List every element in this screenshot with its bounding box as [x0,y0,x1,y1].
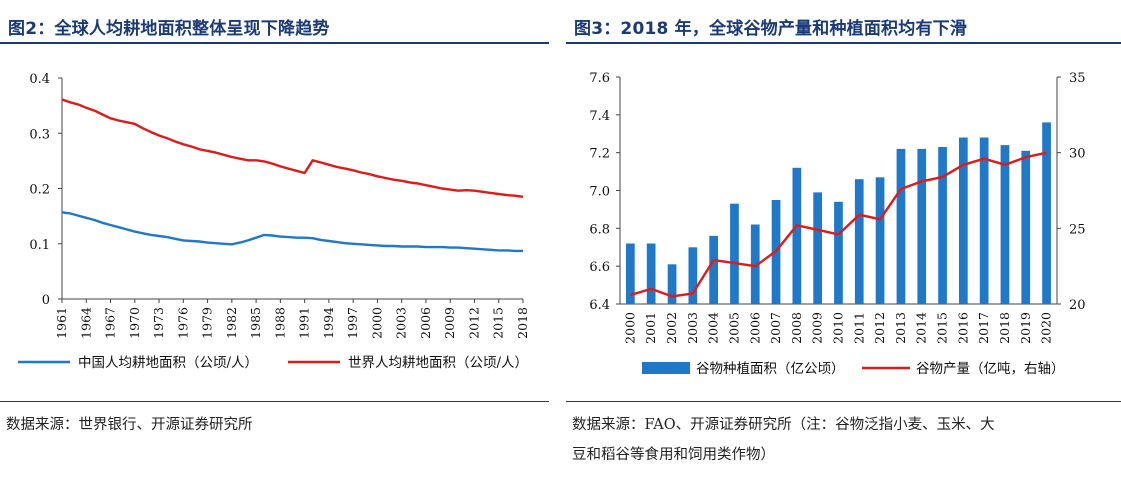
bar-planting-area [896,148,906,304]
y-tick-label: 0.2 [29,183,50,198]
bar-planting-area [979,137,989,304]
bar-planting-area [646,243,656,304]
x-tick-label: 2016 [955,312,970,344]
right-bottom-rule [566,401,1121,402]
right-y-tick-label: 35 [1069,71,1086,86]
x-tick-label: 2001 [643,312,658,344]
left-chart-panel: 图2：全球人均耕地面积整体呈现下降趋势 0 0.1 0.2 0.3 0.4 1961 196… [0,0,549,487]
bar-planting-area [667,264,677,304]
x-tick-label: 2009 [810,312,825,344]
x-tick-label: 2012 [466,307,481,339]
x-tick-label: 1973 [151,307,166,339]
x-tick-label: 2000 [369,307,384,339]
x-tick-label: 2006 [418,307,433,339]
bar-planting-area [709,235,718,304]
x-tick-label: 1997 [345,307,360,339]
right-source-line-1: 数据来源：FAO、开源证券研究所（注：谷物泛指小麦、玉米、大 [572,417,995,433]
x-tick-label: 2018 [515,307,530,339]
x-tick-label: 2004 [706,312,721,344]
x-tick-label: 1982 [224,307,239,339]
right-y-tick-label: 30 [1069,147,1086,162]
x-tick-label: 2003 [394,307,409,339]
bar-planting-area [813,192,822,304]
left-y-tick-label: 6.8 [589,222,610,237]
y-tick-label: 0 [42,293,50,308]
x-tick-label: 1961 [54,307,69,339]
right-title-rule [566,42,1121,44]
left-y-tick-label: 7.4 [589,109,610,124]
x-tick-label: 2014 [914,312,929,344]
y-tick-label: 0.1 [29,238,50,253]
right-y-tick-label: 25 [1069,222,1086,237]
x-tick-label: 2009 [442,307,457,339]
x-tick-label: 1976 [175,307,190,339]
x-tick-label: 2003 [685,312,700,344]
y-tick-label: 0.4 [29,72,50,87]
right-chart-panel: 图3：2018 年，全球谷物产量和种植面积均有下滑 6.4 6.6 6.8 7.0 7.… [566,0,1121,487]
right-combo-chart: 6.4 6.6 6.8 7.0 7.2 7.4 7.6 20 25 30 35 2000 2001 200… [589,71,1086,377]
bar-planting-area [875,177,885,304]
x-tick-label: 2000 [622,312,637,344]
bar-planting-area [938,147,947,304]
legend-swatch-bar [642,362,690,374]
bar-planting-area [834,201,843,304]
x-tick-label: 1967 [103,307,118,339]
bar-planting-area [854,179,864,304]
x-tick-label: 1994 [321,307,336,339]
legend-label-line: 谷物产量（亿吨，右轴） [916,361,1065,377]
x-tick-label: 2017 [976,312,991,344]
series-line-china [61,211,523,253]
bar-planting-area [1000,145,1010,304]
x-tick-label: 2010 [831,312,846,344]
x-tick-label: 2012 [872,312,887,344]
series-line-grain-output [630,151,1047,298]
bar-planting-area [917,148,927,304]
left-line-chart: 0 0.1 0.2 0.3 0.4 1961 1964 1967 1970 1973 1976 197… [18,72,530,371]
x-tick-label: 2002 [664,312,679,344]
x-tick-label: 2007 [768,312,783,344]
x-tick-label: 2006 [747,312,762,344]
series-line-world [61,98,524,198]
x-tick-label: 1985 [248,307,263,339]
x-tick-label: 2005 [726,312,741,344]
left-title-rule [0,42,549,44]
bar-planting-area [688,247,698,305]
left-y-tick-label: 6.4 [589,298,610,313]
x-tick-label: 2018 [997,312,1012,344]
x-tick-label: 2013 [893,312,908,344]
x-tick-label: 2019 [1018,312,1033,344]
left-source-note: 数据来源：世界银行、开源证券研究所 [6,417,253,433]
x-tick-label: 2015 [935,312,950,344]
bar-planting-area [626,243,635,304]
left-y-tick-label: 7.6 [589,71,610,86]
left-y-tick-label: 7.0 [589,185,610,200]
x-tick-label: 2015 [491,307,506,339]
bar-planting-area [1042,122,1051,305]
left-y-tick-label: 6.6 [589,260,610,275]
legend-label: 世界人均耕地面积（公顷/人） [348,354,528,371]
y-tick-label: 0.3 [29,127,50,142]
left-bottom-rule [0,401,549,402]
x-tick-label: 1979 [200,307,215,339]
bar-planting-area [730,203,739,304]
right-source-note: 数据来源：FAO、开源证券研究所（注：谷物泛指小麦、玉米、大 豆和稻谷等食用和饲… [572,410,995,470]
right-chart-title: 图3：2018 年，全球谷物产量和种植面积均有下滑 [574,19,968,39]
x-tick-label: 2011 [851,312,866,344]
x-tick-label: 1970 [127,307,142,339]
x-tick-label: 2008 [789,312,804,344]
x-tick-label: 1964 [78,307,93,339]
left-y-tick-label: 7.2 [589,147,610,162]
x-tick-label: 2020 [1039,312,1054,344]
right-source-line-2: 豆和稻谷等食用和饲用类作物） [572,447,775,463]
bar-planting-area [959,137,968,304]
left-chart-title: 图2：全球人均耕地面积整体呈现下降趋势 [8,19,330,39]
x-tick-label: 1991 [297,307,312,339]
legend-label: 中国人均耕地面积（公顷/人） [78,354,258,371]
x-tick-label: 1988 [272,307,287,339]
bar-planting-area [750,224,760,304]
bar-planting-area [792,167,802,304]
bar-planting-area [1021,150,1031,304]
legend-label-bar: 谷物种植面积（亿公顷） [696,361,845,377]
right-y-tick-label: 20 [1069,298,1086,313]
